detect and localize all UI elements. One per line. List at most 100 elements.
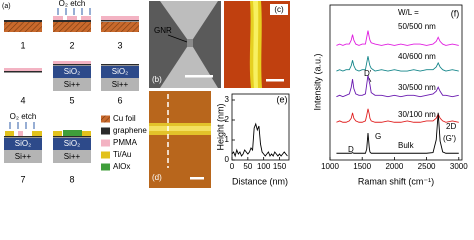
panel-b: GNR (b) (149, 1, 221, 88)
layer-label: Si++ (15, 152, 32, 161)
legend-label: PMMA (113, 138, 138, 147)
etch-arrows (9, 122, 35, 129)
x-tick-label: 1500 (353, 162, 371, 171)
plot-frame (231, 93, 290, 161)
si-layer (4, 150, 42, 163)
panel-label: (e) (277, 94, 288, 104)
y-tick-label: 2 (225, 115, 230, 124)
graphene (53, 20, 91, 22)
scale-bar (190, 177, 204, 180)
series-label: 50/500 nm (398, 22, 436, 31)
step-label: 7 (20, 174, 25, 184)
step-label: 5 (69, 95, 74, 105)
legend: Cu foil graphene PMMA Ti/Au AlOx (101, 114, 147, 171)
ribbon (187, 39, 193, 47)
graphene (4, 71, 42, 73)
si-layer (53, 150, 91, 163)
step-label: 4 (20, 95, 25, 105)
x-tick-label: 100 (257, 162, 271, 171)
electrode (160, 47, 218, 88)
figure: (a) 1 O₂ etch 2 3 4 SiO₂ Si++ 5 SiO₂ Si+… (2, 0, 468, 188)
annotation: D (348, 145, 354, 154)
legend-swatch (101, 139, 110, 147)
series-label: Bulk (398, 141, 415, 150)
pmma (67, 16, 77, 20)
legend-label: AlOx (113, 162, 130, 171)
pmma (18, 131, 23, 136)
etch-label: O₂ etch (59, 0, 86, 8)
contact (5, 131, 14, 136)
alox (63, 130, 82, 136)
cu-foil (4, 22, 42, 32)
sio2-layer (4, 138, 42, 150)
contact (32, 131, 42, 136)
sio2-layer (53, 66, 91, 78)
legend-label: Ti/Au (113, 150, 131, 159)
graphene (4, 136, 42, 138)
graphene (53, 64, 91, 66)
step-label: 8 (69, 174, 74, 184)
cu-foil (101, 22, 139, 32)
sio2-layer (101, 66, 139, 78)
contact (53, 131, 62, 136)
pointer (167, 34, 188, 43)
x-tick-label: 150 (273, 162, 287, 171)
legend-label: Cu foil (113, 114, 136, 123)
graphene (101, 64, 139, 66)
series-line (336, 112, 459, 154)
panel-d: (d) (149, 91, 211, 188)
afm-image (149, 91, 211, 188)
step-label: 6 (117, 95, 122, 105)
annotation: G (375, 132, 381, 141)
electrode (160, 1, 218, 39)
legend-label: graphene (113, 126, 147, 135)
pmma (81, 16, 91, 20)
layer-label: SiO₂ (112, 67, 128, 76)
panel-label: (c) (274, 5, 284, 14)
scale-bar (185, 75, 213, 78)
y-tick-label: 3 (225, 95, 230, 104)
step-label: 2 (69, 40, 74, 50)
series-label: 30/500 nm (398, 83, 436, 92)
si-layer (101, 78, 139, 91)
panel-label: (a) (2, 3, 11, 10)
panel-a: (a) 1 O₂ etch 2 3 4 SiO₂ Si++ 5 SiO₂ Si+… (2, 0, 147, 184)
layer-label: Si++ (64, 80, 81, 89)
scale-bar (266, 79, 284, 82)
label-box (270, 4, 288, 15)
panel-label: (d) (152, 173, 162, 182)
layer-label: SiO₂ (64, 139, 80, 148)
graphene (4, 20, 42, 22)
annotation: D' (364, 69, 372, 78)
y-axis-label: Height (nm) (215, 103, 225, 150)
annotation: 2D (446, 122, 456, 131)
series-line (336, 30, 459, 46)
sio2-layer (53, 138, 91, 150)
series-line (336, 75, 459, 98)
series-line (336, 108, 459, 123)
legend-swatch (101, 127, 110, 135)
etch-arrows (57, 8, 91, 15)
pmma (4, 68, 42, 71)
x-axis-label: Distance (nm) (232, 176, 288, 186)
cu-foil (53, 22, 91, 32)
legend-swatch (101, 151, 110, 159)
series-line (336, 56, 459, 72)
series-label: 30/100 nm (398, 110, 436, 119)
y-axis-label: Intensity (a.u.) (312, 53, 322, 110)
ribbon-core (149, 126, 211, 131)
x-tick-label: 0 (230, 162, 235, 171)
panel-c: (c) (224, 1, 290, 88)
panel-label: (b) (152, 75, 162, 84)
step-label: 3 (117, 40, 122, 50)
annotation: GNR (154, 26, 172, 35)
y-tick-label: 0 (225, 155, 230, 164)
pointer (368, 77, 372, 83)
legend-swatch (101, 115, 110, 123)
pmma (53, 16, 63, 20)
series-line (231, 122, 288, 158)
contact (82, 131, 91, 136)
panel-label: (f) (451, 8, 460, 18)
layer-label: Si++ (64, 152, 81, 161)
pmma (53, 61, 91, 64)
